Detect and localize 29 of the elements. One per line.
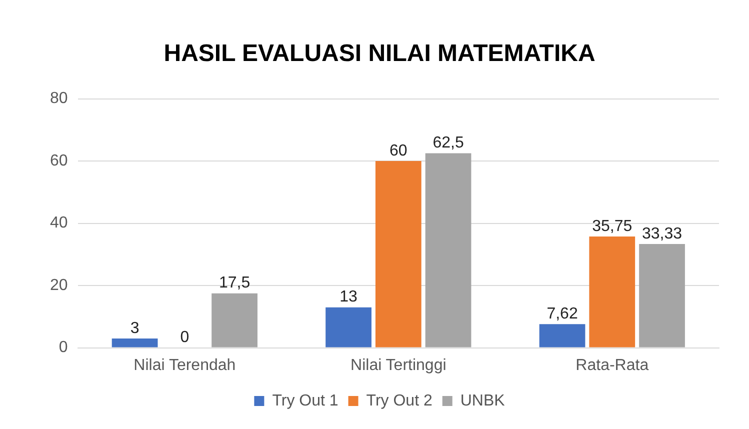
data-label: 0 [180, 329, 190, 346]
x-tick-label: Rata-Rata [576, 356, 649, 374]
y-tick-label: 0 [58, 339, 68, 356]
data-label: 62,5 [432, 134, 464, 152]
y-tick-label: 40 [50, 214, 68, 232]
y-tick-label: 20 [50, 276, 68, 294]
data-label: 17,5 [218, 274, 250, 292]
legend-label: UNBK [460, 392, 506, 410]
data-label: 33,33 [642, 225, 682, 242]
y-tick-label: 80 [50, 90, 68, 108]
bar [212, 293, 258, 348]
bar [589, 236, 636, 348]
bar [326, 307, 372, 348]
data-label: 35,75 [592, 218, 632, 235]
data-label: 3 [130, 320, 140, 337]
bar [539, 324, 586, 348]
data-label: 7,62 [546, 305, 578, 322]
bar [425, 153, 472, 348]
bar [639, 244, 685, 348]
chart-title: HASIL EVALUASI NILAI MATEMATIKA [164, 40, 596, 68]
legend-label: Try Out 2 [366, 392, 432, 410]
legend-label: Try Out 1 [272, 392, 338, 410]
data-label: 13 [340, 288, 358, 306]
bar [375, 161, 422, 348]
bar [112, 338, 158, 348]
data-label: 60 [390, 142, 408, 160]
x-tick-label: Nilai Tertinggi [350, 356, 446, 374]
x-tick-label: Nilai Terendah [134, 356, 236, 374]
y-tick-label: 60 [50, 152, 68, 170]
